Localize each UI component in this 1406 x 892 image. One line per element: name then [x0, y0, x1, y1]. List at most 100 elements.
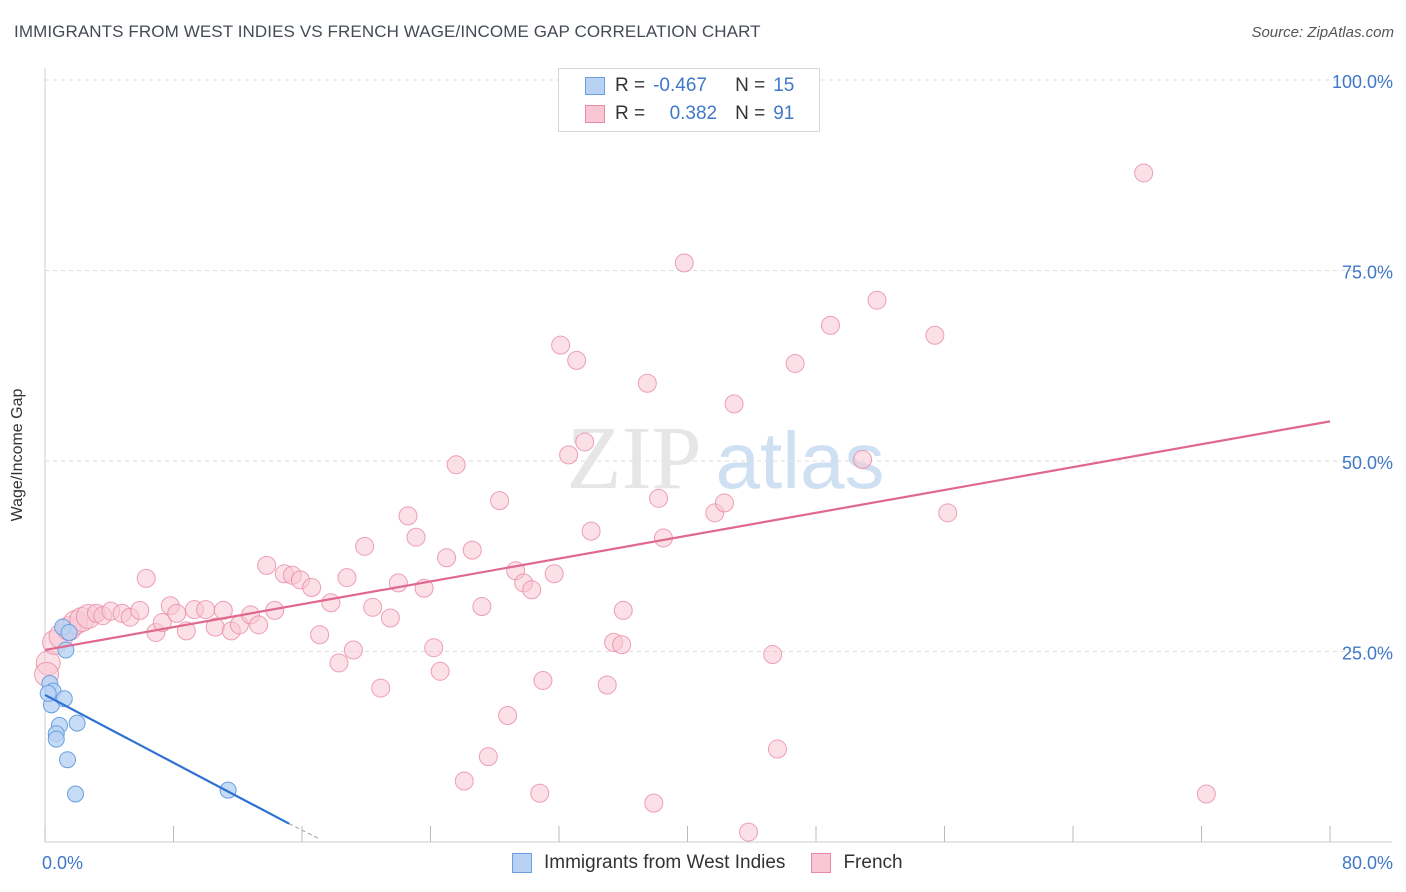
french-point [581, 521, 601, 541]
french-point [472, 597, 492, 617]
french-point [533, 670, 553, 690]
french-point [490, 491, 510, 511]
french-trend-line [44, 420, 1331, 652]
french-point [867, 290, 887, 310]
french-point [714, 493, 734, 513]
y-tick-label: 50.0% [1342, 453, 1393, 473]
french-point [739, 822, 759, 842]
legend-label-french: French [843, 852, 903, 873]
french-point [130, 600, 150, 620]
french-point [454, 771, 474, 791]
french-point [820, 315, 840, 335]
french-point [637, 373, 657, 393]
west-indies-point [219, 781, 237, 799]
french-point [530, 783, 550, 803]
french-point [310, 625, 330, 645]
y-tick-label: 100.0% [1332, 72, 1393, 92]
french-point [249, 615, 269, 635]
y-tick-label: 25.0% [1342, 644, 1393, 664]
french-point [446, 455, 466, 475]
west-indies-trend-extension [288, 823, 319, 839]
legend-swatch-blue [512, 853, 532, 873]
west-indies-point [47, 730, 65, 748]
french-point [398, 506, 418, 526]
french-point [167, 603, 187, 623]
x-tick-label-max: 80.0% [1342, 853, 1393, 873]
west-indies-point [39, 684, 57, 702]
french-point [329, 653, 349, 673]
legend-n-label: N = [735, 103, 766, 124]
french-point [853, 449, 873, 469]
legend-row-french: R = 0.382 N = 91 [559, 101, 794, 127]
legend-n-value: 91 [773, 103, 795, 124]
series-legend: Immigrants from West Indies French [512, 852, 929, 874]
west-indies-point [58, 751, 76, 769]
legend-swatch-blue [585, 77, 605, 95]
french-point [355, 536, 375, 556]
french-point [925, 325, 945, 345]
legend-r-label: R = [615, 103, 646, 124]
legend-r-label: R = [615, 75, 646, 96]
french-point [613, 600, 633, 620]
french-point [559, 445, 579, 465]
french-point [522, 580, 542, 600]
french-point [371, 678, 391, 698]
legend-swatch-pink [585, 105, 605, 123]
french-point [767, 739, 787, 759]
french-point [321, 593, 341, 613]
west-indies-point [68, 714, 86, 732]
tick-labels: 25.0% 50.0% 75.0% 100.0% 0.0% 80.0% [42, 72, 1393, 873]
french-point [424, 638, 444, 658]
french-point [478, 747, 498, 767]
french-points [34, 163, 1216, 842]
west-indies-point [60, 623, 78, 641]
french-point [612, 635, 632, 655]
french-point [644, 793, 664, 813]
french-point [257, 555, 277, 575]
french-point [437, 548, 457, 568]
french-point [430, 661, 450, 681]
french-point [363, 597, 383, 617]
legend-r-value: -0.467 [653, 75, 707, 96]
chart-title: IMMIGRANTS FROM WEST INDIES VS FRENCH WA… [14, 22, 761, 41]
source-label: Source: ZipAtlas.com [1251, 24, 1394, 41]
legend-item-west-indies[interactable]: Immigrants from West Indies [512, 852, 785, 874]
legend-n-value: 15 [773, 75, 795, 96]
watermark: ZIP atlas [567, 409, 885, 508]
french-point [724, 394, 744, 414]
french-point [1134, 163, 1154, 183]
french-point [462, 540, 482, 560]
french-point [380, 608, 400, 628]
axes [44, 68, 1392, 843]
french-point [152, 613, 172, 633]
legend-swatch-pink [811, 853, 832, 873]
y-tick-label: 75.0% [1342, 263, 1393, 283]
french-point [196, 600, 216, 620]
french-point [498, 706, 518, 726]
legend-item-french[interactable]: French [811, 852, 903, 874]
legend-r-value: 0.382 [669, 103, 718, 124]
french-point [343, 640, 363, 660]
west-indies-trend-line [44, 693, 290, 825]
legend-row-west-indies: R = -0.467 N = 15 [559, 73, 794, 99]
french-point [406, 527, 426, 547]
french-point [763, 645, 783, 665]
french-point [544, 564, 564, 584]
french-point [136, 568, 156, 588]
stats-legend: R = -0.467 N = 15 R = 0.382 N = 91 [558, 68, 820, 132]
french-point [785, 353, 805, 373]
french-point [337, 568, 357, 588]
french-point [302, 577, 322, 597]
french-point [551, 335, 571, 355]
french-point [567, 350, 587, 370]
x-tick-label-min: 0.0% [42, 853, 83, 873]
watermark-zip: ZIP [567, 409, 702, 508]
french-point [1196, 784, 1216, 804]
trend-lines [44, 420, 1331, 839]
french-point [597, 675, 617, 695]
french-point [649, 488, 669, 508]
grid-lines [45, 79, 1392, 652]
french-point [674, 253, 694, 273]
west-indies-point [67, 785, 85, 803]
